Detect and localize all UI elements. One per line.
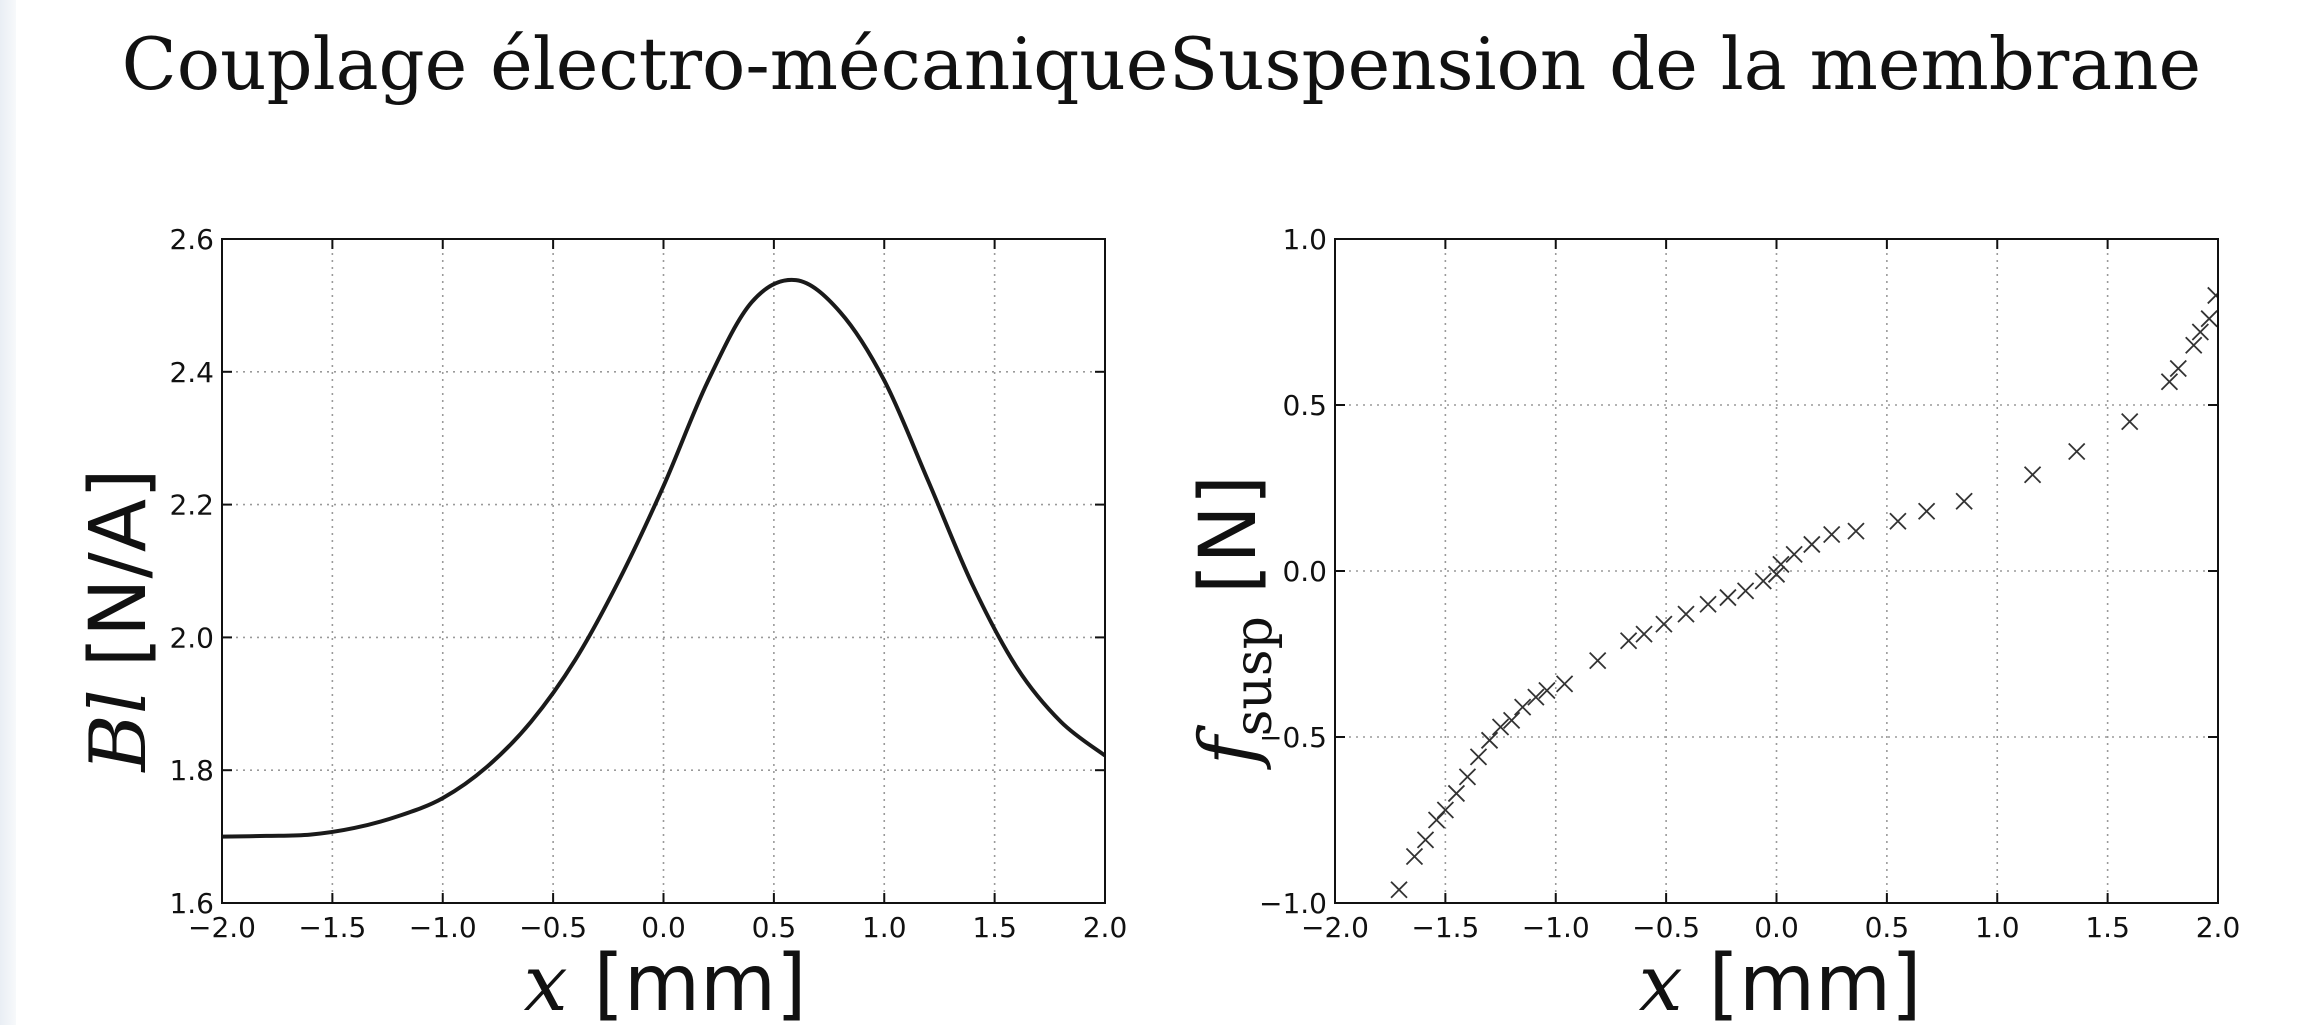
- right-x-tick-label: −0.5: [1632, 911, 1700, 944]
- left-x-tick-label: −1.0: [409, 911, 477, 944]
- right-x-tick-label: −2.0: [1301, 911, 1369, 944]
- right-x-axis-symbol: x: [1639, 939, 1683, 1025]
- right-data-point: [1538, 681, 1556, 700]
- right-data-point: [2200, 310, 2218, 328]
- right-data-point: [1823, 525, 1841, 544]
- left-x-tick-label: 1.5: [972, 911, 1017, 944]
- right-data-point: [1514, 698, 1532, 716]
- left-chart-title: Couplage électro-mécanique: [121, 22, 1169, 106]
- right-data-point: [1480, 731, 1499, 749]
- right-data-point: [1955, 492, 1973, 510]
- left-data-layer: [222, 277, 1105, 839]
- right-data-point: [1719, 588, 1737, 607]
- left-y-axis-unit: [N/A]: [74, 468, 164, 667]
- right-data-point: [2207, 286, 2218, 305]
- right-x-axis-unit: [mm]: [1709, 939, 1922, 1025]
- left-x-tick-label: −1.5: [298, 911, 366, 944]
- left-y-tick-label: 1.6: [169, 887, 214, 920]
- right-x-tick-label: 1.5: [2085, 911, 2130, 944]
- right-data-point: [1767, 565, 1786, 583]
- left-plot: −2.0 −1.5 −1.0 −0.5 0.0 0.5 1.0 1.5 2.0 1.6 1.8 2.0…: [169, 223, 1127, 944]
- right-data-point: [1416, 831, 1435, 849]
- left-y-tick-label: 2.0: [169, 621, 214, 654]
- right-data-point: [1772, 555, 1790, 573]
- right-data-point: [2023, 466, 2042, 484]
- right-x-tick-label: 1.0: [1975, 911, 2020, 944]
- right-data-point: [1491, 718, 1510, 736]
- right-data-point: [1917, 502, 1936, 520]
- right-plot: −2.0 −1.5 −1.0 −0.5 0.0 0.5 1.0 1.5 2.0 −1.0 −0.5 0…: [1259, 223, 2240, 944]
- left-y-tick-label: 2.6: [169, 223, 214, 256]
- left-y-tick-label: 1.8: [169, 754, 214, 787]
- right-data-point: [1736, 582, 1755, 600]
- left-x-axis-unit: [mm]: [594, 939, 807, 1025]
- right-data-point: [1785, 545, 1803, 564]
- left-x-tick-label: 0.5: [752, 911, 797, 944]
- right-data-point: [1589, 652, 1607, 670]
- right-data-point: [1502, 711, 1521, 730]
- right-data-point: [2169, 359, 2187, 378]
- right-data-point: [1527, 688, 1545, 706]
- left-y-tick-label: 2.2: [169, 489, 214, 522]
- right-data-point: [1699, 595, 1717, 613]
- left-x-tick-label: −0.5: [519, 911, 587, 944]
- left-y-tick-label: 2.4: [169, 356, 214, 389]
- right-x-tick-label: −1.0: [1522, 911, 1590, 944]
- right-data-point: [1390, 881, 1408, 899]
- right-y-tick-label: 0.5: [1282, 389, 1327, 422]
- right-y-axis-unit: [N]: [1184, 475, 1274, 594]
- right-data-point: [1447, 784, 1466, 803]
- left-x-tick-label: 0.0: [641, 911, 686, 944]
- left-y-axis-label: Bl [N/A]: [74, 468, 164, 773]
- right-x-axis-label: x [mm]: [1639, 939, 1922, 1025]
- right-data-point: [2160, 373, 2179, 391]
- right-data-point: [2191, 323, 2209, 341]
- right-data-point: [1677, 605, 1695, 623]
- right-data-point: [1619, 632, 1638, 650]
- right-data-point: [1803, 535, 1821, 554]
- right-data-point: [2185, 336, 2203, 354]
- left-series-line: [222, 277, 1105, 839]
- left-x-axis-label: x [mm]: [524, 939, 807, 1025]
- right-data-point: [1405, 847, 1424, 866]
- right-x-tick-label: −1.5: [1411, 911, 1479, 944]
- page-edge-strip: [0, 0, 16, 1025]
- right-y-axis-label: fsusp[N]: [1184, 475, 1284, 770]
- right-y-tick-label: 0.0: [1282, 555, 1327, 588]
- left-x-tick-label: 1.0: [862, 911, 907, 944]
- right-data-layer: [1390, 286, 2218, 899]
- left-x-tick-label: −2.0: [188, 911, 256, 944]
- right-data-point: [1436, 801, 1455, 819]
- right-data-point: [1889, 512, 1907, 530]
- right-y-tick-label: −0.5: [1259, 721, 1327, 754]
- left-x-axis-symbol: x: [524, 939, 568, 1025]
- right-y-tick-label: 1.0: [1282, 223, 1327, 256]
- right-data-point: [1754, 572, 1772, 590]
- right-data-point: [1655, 615, 1673, 633]
- right-y-tick-label: −1.0: [1259, 887, 1327, 920]
- right-data-point: [1469, 748, 1488, 766]
- right-data-point: [2068, 442, 2086, 461]
- right-x-tick-label: 0.0: [1754, 911, 1799, 944]
- right-chart-title: Suspension de la membrane: [1168, 22, 2202, 106]
- left-x-tick-label: 2.0: [1083, 911, 1128, 944]
- right-data-point: [2121, 412, 2139, 431]
- right-data-point: [1458, 768, 1477, 786]
- right-x-tick-label: 0.5: [1865, 911, 1910, 944]
- right-x-tick-label: 2.0: [2196, 911, 2241, 944]
- right-data-point: [1847, 522, 1865, 540]
- right-data-point: [1555, 675, 1574, 693]
- right-data-point: [1635, 625, 1653, 643]
- left-y-axis-symbol: Bl: [74, 689, 164, 773]
- right-y-axis-subscript: susp: [1224, 616, 1284, 736]
